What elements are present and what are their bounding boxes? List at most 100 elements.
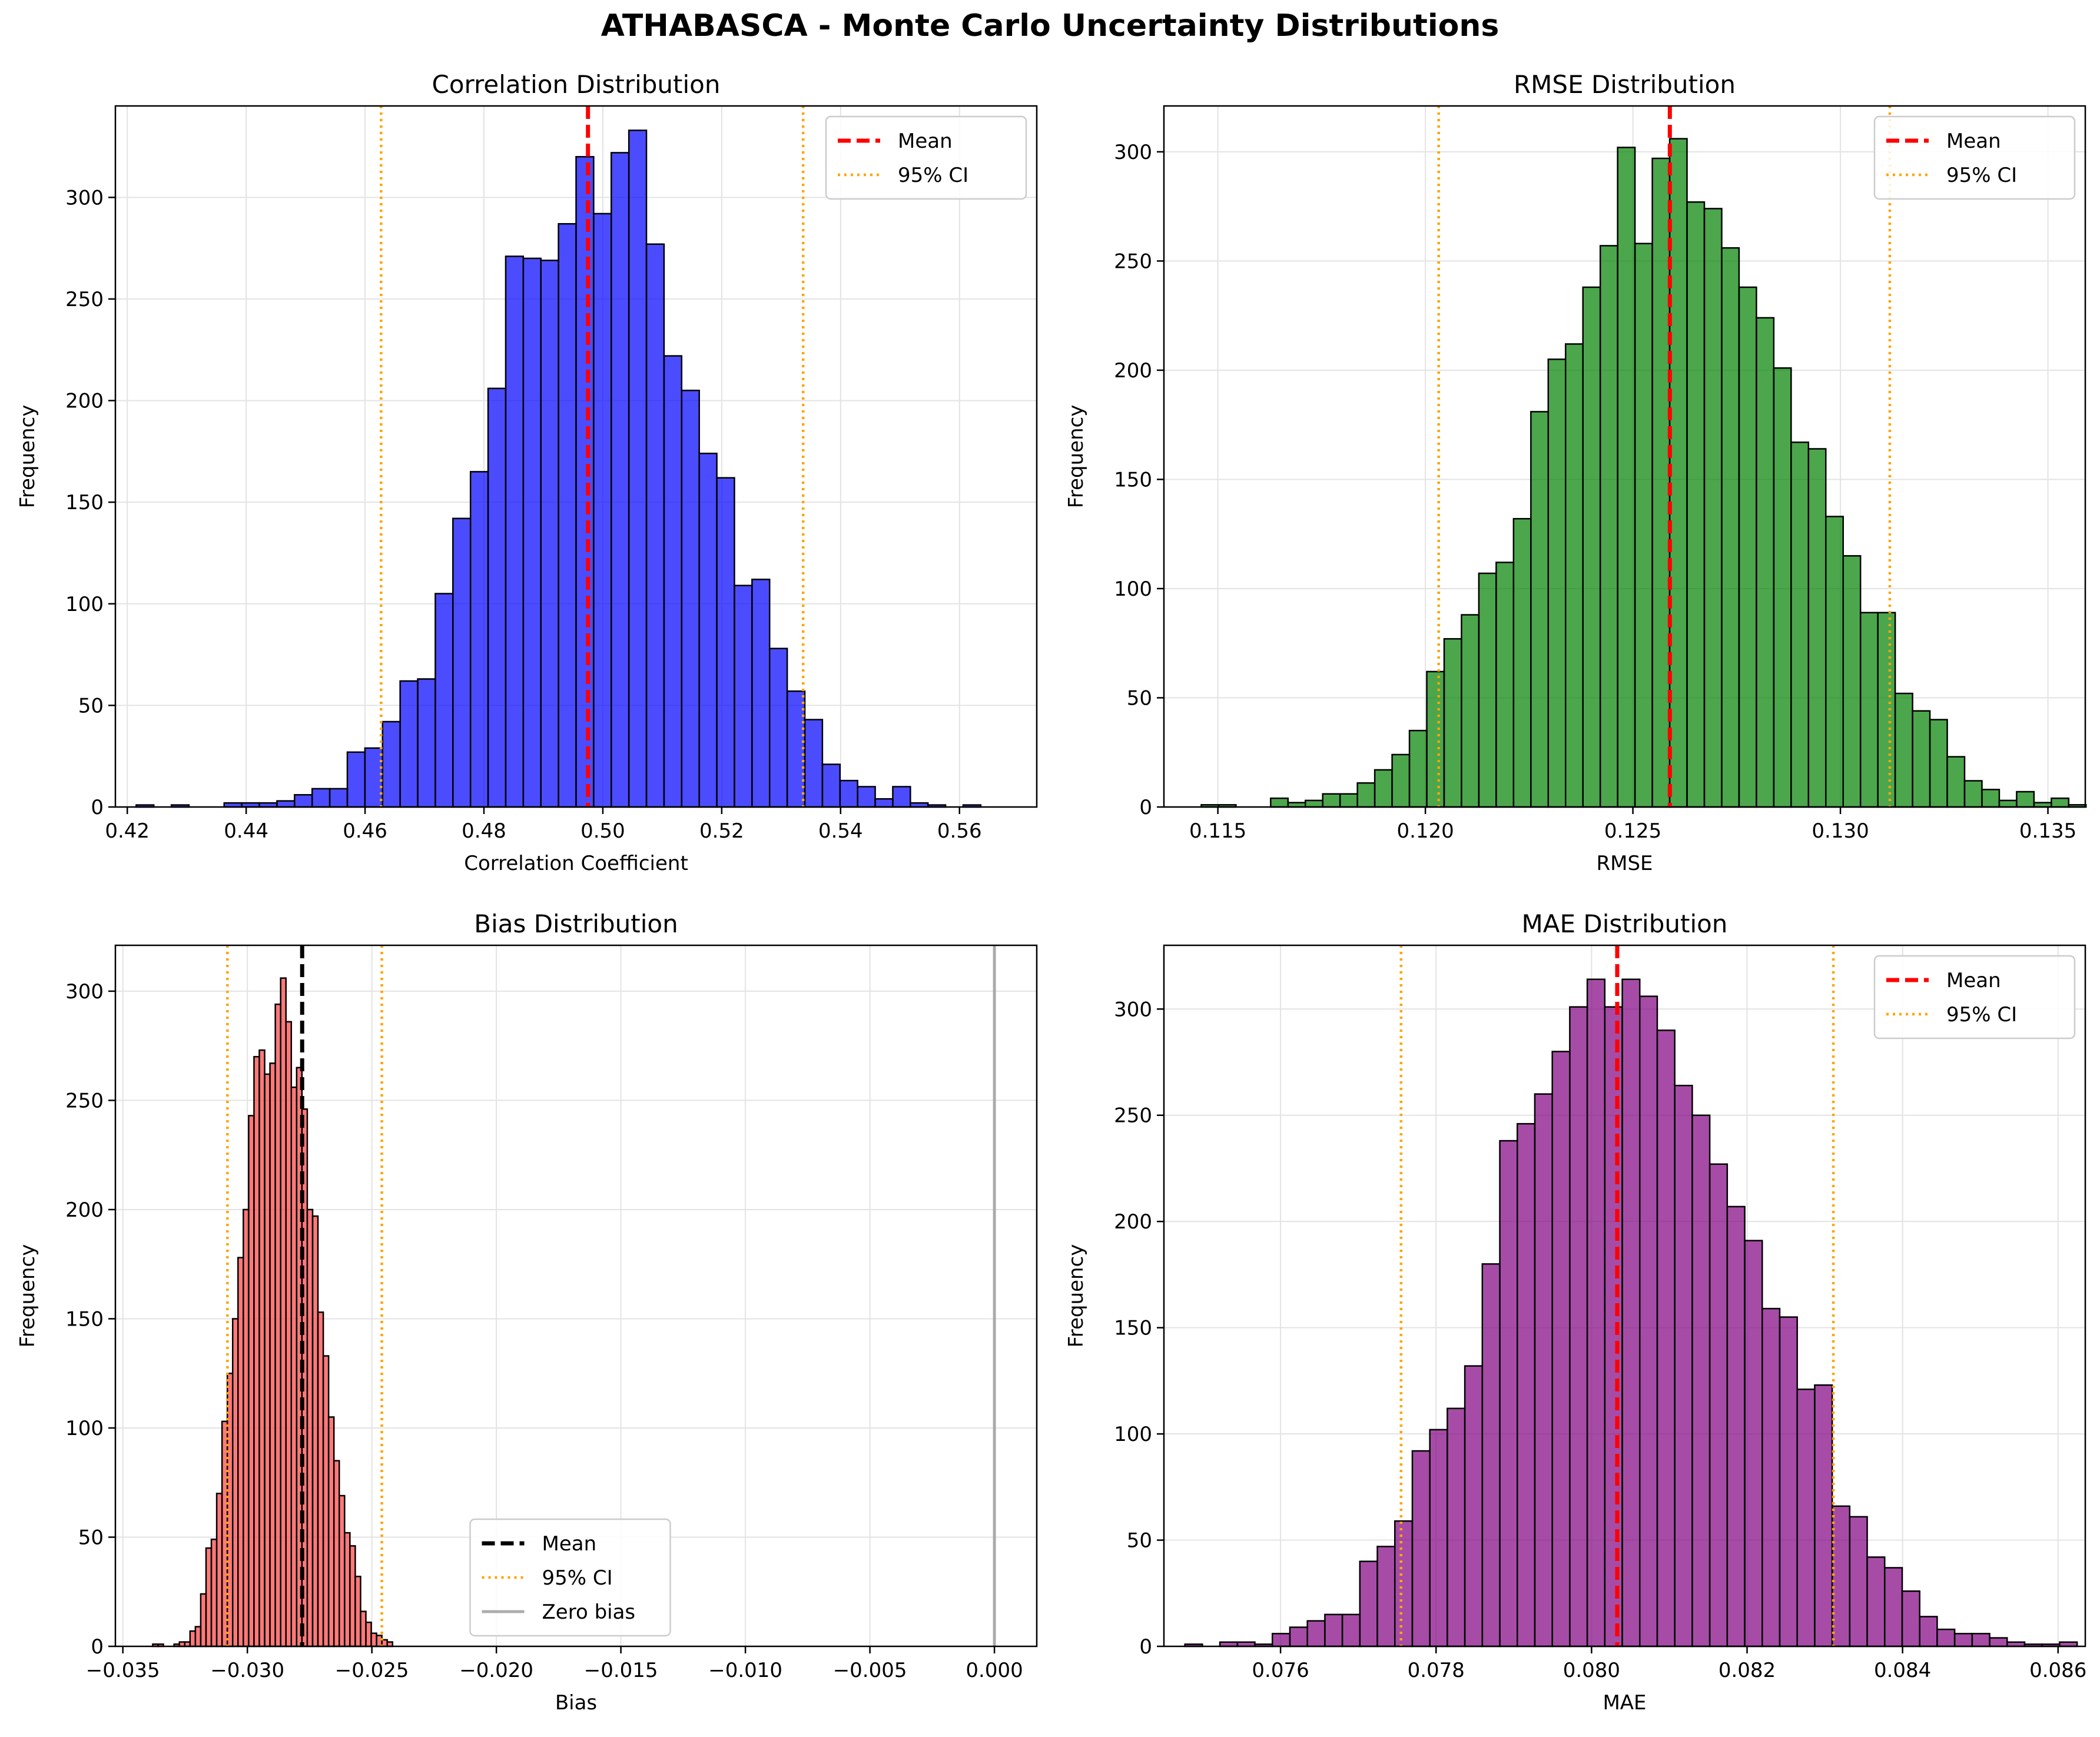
x-tick-label: −0.015 bbox=[584, 1659, 658, 1682]
y-tick-label: 0 bbox=[1139, 1635, 1152, 1659]
histogram-bar bbox=[1411, 1450, 1431, 1648]
y-tick-label: 300 bbox=[65, 186, 104, 210]
x-tick-label: 0.54 bbox=[818, 819, 863, 843]
legend-label: Zero bias bbox=[542, 1600, 636, 1624]
legend-label: Mean bbox=[1946, 129, 2001, 153]
histogram-bar bbox=[1499, 1140, 1518, 1648]
y-axis-label: Frequency bbox=[16, 1244, 39, 1348]
histogram-bar bbox=[1324, 1613, 1343, 1648]
y-tick-label: 250 bbox=[65, 1089, 104, 1112]
x-tick-label: 0.086 bbox=[2029, 1659, 2086, 1682]
histogram-bar bbox=[1726, 1205, 1746, 1648]
histogram-bar bbox=[1604, 1006, 1623, 1648]
histogram-bar bbox=[1621, 978, 1641, 1648]
histogram-bar bbox=[1656, 1029, 1676, 1648]
y-tick-label: 150 bbox=[1114, 468, 1152, 491]
y-tick-label: 150 bbox=[1114, 1317, 1152, 1340]
y-tick-label: 250 bbox=[1114, 1104, 1152, 1128]
histogram-bar bbox=[1481, 1263, 1501, 1648]
y-tick-label: 0 bbox=[91, 796, 104, 819]
histogram-bar bbox=[1866, 1556, 1886, 1648]
histogram-bar bbox=[1877, 612, 1896, 808]
x-tick-label: 0.56 bbox=[937, 819, 982, 843]
x-tick-label: 0.000 bbox=[966, 1659, 1023, 1682]
axes-frame bbox=[1163, 105, 2086, 808]
histogram-bar bbox=[1569, 1006, 1588, 1648]
histogram-bar bbox=[558, 222, 577, 808]
y-tick-label: 300 bbox=[1114, 141, 1152, 164]
y-tick-label: 50 bbox=[78, 1526, 104, 1549]
histogram-bar bbox=[1429, 1429, 1448, 1648]
histogram-bar bbox=[452, 517, 472, 808]
histogram-bar bbox=[1779, 1316, 1798, 1648]
histogram-bar bbox=[1814, 1384, 1833, 1648]
y-tick-label: 100 bbox=[1114, 577, 1152, 601]
axes-frame bbox=[114, 944, 1038, 1648]
histogram-bar bbox=[1394, 1520, 1414, 1648]
x-tick-label: 0.120 bbox=[1396, 819, 1454, 843]
y-tick-label: 150 bbox=[65, 491, 104, 514]
x-tick-label: 0.125 bbox=[1604, 819, 1661, 843]
legend-frame bbox=[825, 115, 1027, 200]
histogram-bar bbox=[1271, 1633, 1291, 1648]
x-tick-label: −0.005 bbox=[833, 1659, 907, 1682]
y-tick-label: 100 bbox=[65, 593, 104, 616]
x-tick-label: 0.50 bbox=[580, 819, 625, 843]
x-axis-label: MAE bbox=[1603, 1691, 1646, 1715]
subplot-title: RMSE Distribution bbox=[1514, 70, 1736, 99]
histogram-bar bbox=[1831, 1505, 1851, 1648]
y-tick-label: 0 bbox=[91, 1635, 104, 1659]
histogram-bar bbox=[645, 243, 665, 808]
histogram-bar bbox=[1551, 1051, 1571, 1648]
histogram-bar bbox=[1744, 1240, 1763, 1648]
legend-label: 95% CI bbox=[898, 164, 968, 187]
y-tick-label: 200 bbox=[65, 1198, 104, 1222]
histogram-bar bbox=[1761, 1307, 1781, 1648]
histogram-bar bbox=[1639, 995, 1658, 1648]
x-tick-label: 0.42 bbox=[105, 819, 150, 843]
histogram-bar bbox=[1884, 1567, 1903, 1648]
subplot-title: MAE Distribution bbox=[1522, 909, 1728, 938]
legend: Mean 95% CI bbox=[825, 115, 1027, 200]
y-tick-label: 150 bbox=[65, 1307, 104, 1331]
y-axis-label: Frequency bbox=[1064, 1244, 1088, 1348]
histogram-bar bbox=[1374, 769, 1393, 808]
x-tick-label: 0.52 bbox=[699, 819, 744, 843]
subplot-title: Bias Distribution bbox=[474, 909, 678, 938]
x-tick-label: −0.030 bbox=[210, 1659, 284, 1682]
histogram-bar bbox=[1807, 448, 1827, 808]
y-tick-label: 300 bbox=[65, 980, 104, 1004]
y-tick-label: 300 bbox=[1114, 998, 1152, 1021]
histogram-bar bbox=[716, 477, 735, 808]
histogram-bar bbox=[381, 720, 401, 808]
legend-label: Mean bbox=[898, 129, 953, 153]
x-tick-label: 0.082 bbox=[1719, 1659, 1776, 1682]
y-tick-label: 50 bbox=[1127, 686, 1152, 710]
x-tick-label: −0.025 bbox=[335, 1659, 409, 1682]
histogram-bar bbox=[1674, 1084, 1693, 1648]
y-tick-label: 250 bbox=[65, 288, 104, 311]
histogram-bar bbox=[1376, 1546, 1396, 1648]
x-tick-label: 0.46 bbox=[343, 819, 387, 843]
histogram-bar bbox=[1464, 1365, 1484, 1648]
subplot-title: Correlation Distribution bbox=[432, 70, 721, 99]
histogram-bar bbox=[522, 257, 542, 808]
histogram-bar bbox=[1901, 1590, 1920, 1648]
histogram-bar bbox=[1516, 1122, 1536, 1648]
x-tick-label: 0.135 bbox=[2019, 819, 2076, 843]
legend-label: Mean bbox=[542, 1532, 597, 1556]
histogram-bar bbox=[2016, 791, 2035, 808]
histogram-bar bbox=[1971, 1633, 1990, 1648]
histogram-bar bbox=[1796, 1389, 1816, 1648]
histogram-bar bbox=[1936, 1628, 1956, 1648]
x-tick-label: −0.010 bbox=[708, 1659, 782, 1682]
y-tick-label: 200 bbox=[1114, 1210, 1152, 1234]
x-tick-label: 0.130 bbox=[1812, 819, 1869, 843]
x-tick-label: −0.020 bbox=[459, 1659, 533, 1682]
x-tick-label: 0.076 bbox=[1252, 1659, 1309, 1682]
histogram-bar bbox=[1651, 157, 1671, 808]
